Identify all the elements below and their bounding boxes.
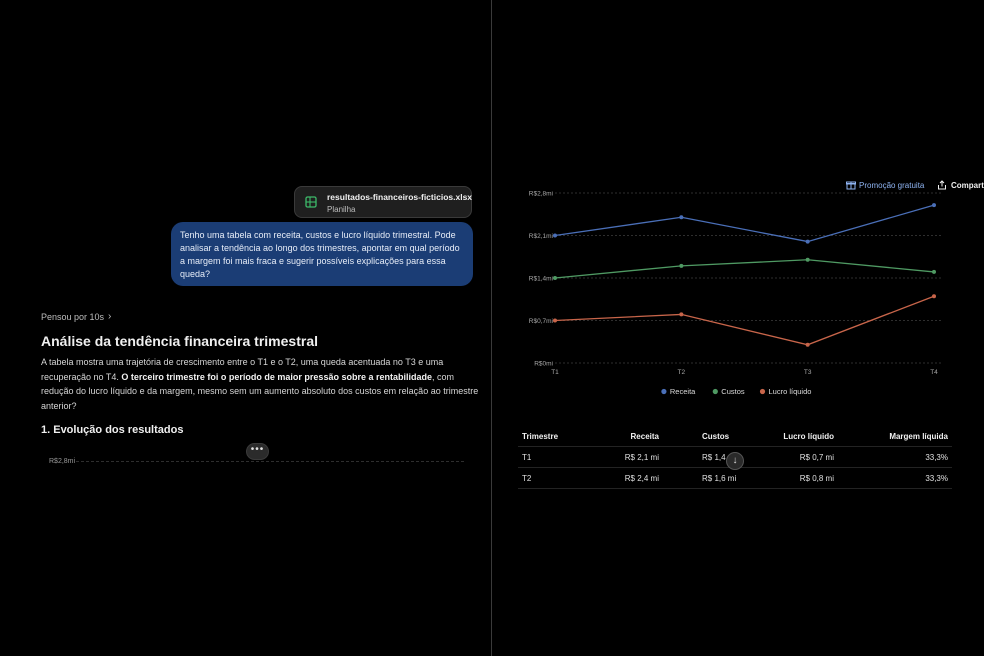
table-header-cell: Custos: [702, 432, 730, 441]
table-cell: 33,3%: [925, 453, 948, 462]
table-cell: T1: [522, 453, 532, 462]
user-message-bubble: Tenho uma tabela com receita, custos e l…: [171, 222, 473, 286]
data-point: [679, 312, 684, 317]
legend-label: Receita: [670, 387, 696, 396]
data-point: [805, 239, 810, 244]
table-cell: R$ 1,4 mi: [702, 453, 737, 462]
data-point: [679, 263, 684, 268]
data-point: [932, 294, 936, 299]
y-tick-label: R$0mi: [534, 361, 553, 368]
x-tick-label: T3: [804, 369, 812, 376]
legend-marker: [759, 388, 766, 395]
table-cell: T2: [522, 474, 532, 483]
series-line: [554, 259, 935, 279]
attachment-file-name: resultados-financeiros-ficticios.xlsx: [327, 192, 473, 202]
table-header-cell: Lucro líquido: [783, 432, 834, 441]
share-button[interactable]: Comparti: [937, 180, 984, 190]
legend-label: Lucro líquido: [769, 387, 812, 396]
gift-icon: [846, 181, 856, 190]
table-header-cell: Receita: [630, 432, 659, 441]
response-paragraph: A tabela mostra uma trajetória de cresci…: [41, 355, 481, 413]
table-cell: R$ 2,1 mi: [624, 453, 659, 462]
share-label: Comparti: [951, 180, 984, 190]
table-cell: R$ 1,6 mi: [702, 474, 737, 483]
table-header-cell: Trimestre: [522, 432, 559, 441]
data-point: [932, 203, 936, 208]
response-title: Análise da tendência financeira trimestr…: [41, 333, 318, 349]
table-cell: 33,3%: [925, 474, 948, 483]
share-icon: [938, 180, 946, 190]
mini-chart-gridline: [76, 461, 464, 462]
series-line: [554, 204, 935, 243]
data-point: [805, 342, 810, 347]
series-line: [554, 295, 935, 346]
table-cell: R$ 0,8 mi: [799, 474, 834, 483]
legend-label: Custos: [721, 387, 745, 396]
paragraph-text-1: A tabela mostra uma trajetória de cresci…: [41, 357, 444, 382]
more-options-button[interactable]: •••: [246, 443, 269, 460]
legend-marker: [661, 388, 667, 395]
data-point: [553, 318, 557, 323]
table-cell: R$ 2,4 mi: [624, 474, 659, 483]
table-row: T2 R$ 2,4 mi R$ 1,6 mi R$ 0,8 mi 33,3%: [518, 468, 952, 489]
mini-chart-y-tick: R$2,8mi: [49, 458, 76, 465]
table-header-row: Trimestre Receita Custos Lucro líquido M…: [518, 426, 952, 447]
scroll-down-button[interactable]: ↓: [726, 452, 744, 470]
x-tick-label: T2: [678, 369, 686, 376]
y-tick-label: R$1,4mi: [529, 276, 553, 283]
y-tick-label: R$2,8mi: [529, 191, 553, 198]
x-tick-label: T4: [930, 369, 938, 376]
section-title: 1. Evolução dos resultados: [41, 424, 184, 436]
data-point: [932, 269, 936, 274]
y-tick-label: R$2,1mi: [529, 233, 553, 240]
pane-divider: [491, 0, 492, 656]
chevron-right-icon: ›: [108, 311, 112, 322]
x-tick-label: T1: [551, 369, 559, 376]
data-point: [553, 233, 557, 238]
table-header-cell: Margem líquida: [889, 432, 948, 441]
attachment-card[interactable]: resultados-financeiros-ficticios.xlsx Pl…: [294, 186, 472, 218]
y-tick-label: R$0,7mi: [529, 318, 553, 325]
attachment-file-type: Planilha: [327, 205, 356, 214]
promo-label: Promoção gratuita: [859, 180, 925, 190]
data-point: [679, 215, 684, 220]
arrow-down-icon: ↓: [732, 455, 738, 466]
spreadsheet-icon: [305, 196, 317, 208]
paragraph-bold-text: O terceiro trimestre foi o período de ma…: [121, 371, 432, 382]
line-chart: R$0mi R$0,7mi R$1,4mi R$2,1mi R$2,8mi T1 T2 T3 T…: [529, 191, 942, 396]
data-point: [553, 276, 557, 280]
thought-toggle[interactable]: Pensou por 10s ›: [41, 311, 111, 322]
legend-marker: [712, 388, 718, 395]
table-cell: R$ 0,7 mi: [799, 453, 834, 462]
promo-button[interactable]: Promoção gratuita: [846, 180, 924, 190]
paragraph-text-2: , com redução do lucro líquido e da marg…: [41, 371, 479, 411]
thought-label: Pensou por 10s: [41, 311, 105, 322]
data-point: [805, 257, 810, 262]
